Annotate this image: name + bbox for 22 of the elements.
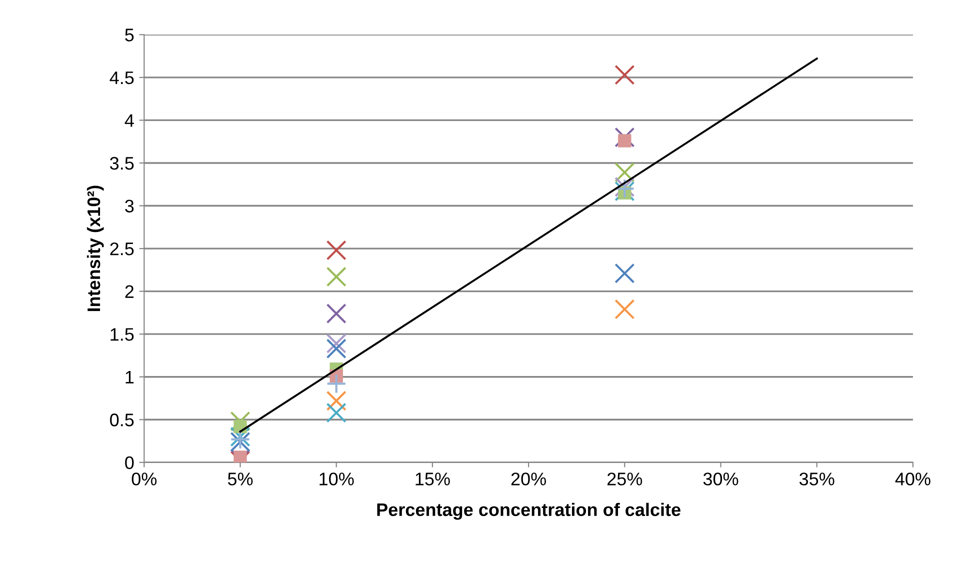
y-tick-label: 0.5 [110, 414, 134, 426]
x-tick-label: 20% [511, 472, 546, 486]
x-tick-label: 5% [228, 472, 253, 486]
x-tick-label: 35% [799, 472, 834, 486]
y-tick-label: 1 [126, 370, 134, 384]
y-tick-label: 5 [125, 28, 134, 42]
y-tick-label: 3.5 [110, 156, 134, 170]
x-tick-label: 25% [607, 472, 642, 486]
x-tick-label: 30% [703, 472, 738, 486]
y-tick-label: 4 [124, 114, 134, 127]
y-tick-label: 2.5 [110, 242, 134, 256]
y-tick-label: 4.5 [110, 72, 134, 84]
y-axis-title: Intensity (x10²) [86, 186, 104, 312]
x-tick-label: 15% [416, 472, 450, 486]
y-tick-label: 0 [125, 456, 134, 470]
x-axis-title: Percentage concentration of calcite [377, 502, 680, 520]
x-tick-label: 10% [320, 472, 354, 486]
x-tick-label: 40% [895, 472, 930, 486]
y-tick-label: 2 [125, 285, 134, 298]
y-tick-label: 1.5 [110, 328, 134, 341]
x-tick-label: 0% [132, 472, 157, 486]
y-tick-label: 3 [125, 200, 134, 212]
